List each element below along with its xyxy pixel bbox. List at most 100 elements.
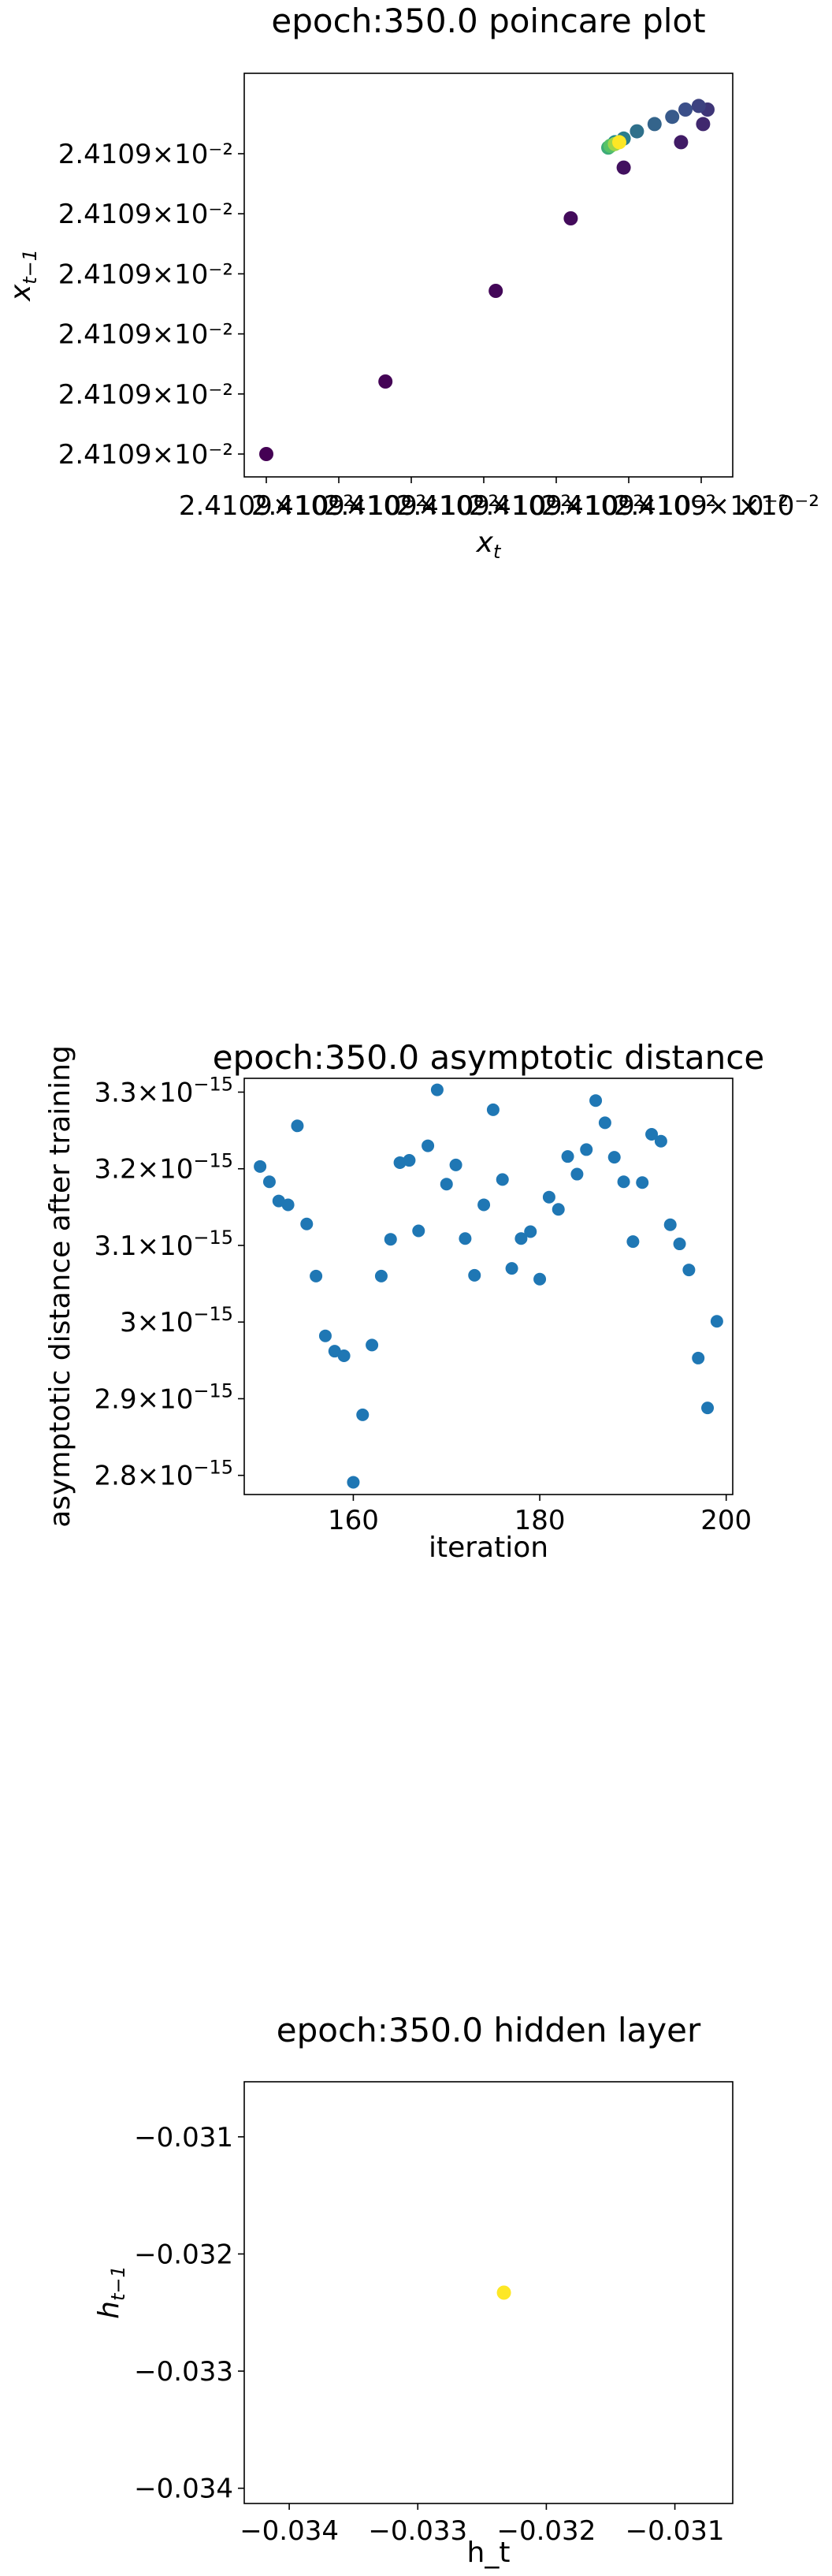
distance-xtick-label: 180 [514, 1505, 566, 1536]
poincare-point-2 [488, 284, 503, 298]
poincare-point-4 [616, 160, 631, 175]
distance-ytick-label: 3.2×10−15 [95, 1150, 233, 1186]
poincare-x-offset: ×10⁻² [738, 490, 819, 522]
poincare-ytick-label: 2.4109×10⁻² [58, 259, 233, 290]
poincare-point-0 [259, 447, 273, 461]
distance-point-174 [477, 1198, 491, 1212]
distance-point-154 [291, 1119, 304, 1133]
asymptotic-distance-y-ticks: 2.8×10−15 2.9×10−15 3×10−15 3.1×10−15 3.2×10… [95, 1074, 244, 1492]
distance-point-173 [468, 1268, 481, 1282]
hidden-ytick-label: −0.033 [134, 2356, 233, 2388]
distance-point-188 [607, 1151, 621, 1164]
distance-point-167 [412, 1224, 425, 1238]
distance-point-197 [692, 1351, 705, 1364]
poincare-point-12 [630, 124, 644, 139]
distance-point-159 [337, 1349, 351, 1362]
hidden-layer-y-ticks: −0.031 −0.032 −0.033 −0.034 [134, 2122, 244, 2505]
distance-point-192 [645, 1127, 659, 1141]
poincare-plot-xlabel: xt [476, 527, 502, 563]
hidden-point-0 [496, 2285, 511, 2300]
distance-ytick-label: 2.8×10−15 [95, 1457, 233, 1492]
distance-point-172 [459, 1232, 472, 1245]
distance-point-180 [533, 1272, 547, 1286]
distance-point-191 [636, 1176, 649, 1189]
distance-point-164 [384, 1233, 397, 1246]
hidden-xtick-label: −0.034 [240, 2515, 339, 2547]
distance-point-150 [254, 1160, 267, 1173]
poincare-point-11 [647, 117, 662, 132]
distance-point-182 [552, 1203, 565, 1216]
distance-point-176 [496, 1173, 509, 1186]
distance-point-187 [598, 1116, 611, 1130]
hidden-ytick-label: −0.034 [134, 2474, 233, 2505]
distance-point-179 [524, 1225, 537, 1238]
hidden-xtick-label: −0.033 [368, 2515, 467, 2547]
poincare-xtick-label: 2.4109×10⁻² [541, 490, 716, 522]
poincare-point-3 [563, 211, 578, 225]
distance-point-178 [514, 1232, 528, 1245]
poincare-ytick-label: 2.4109×10⁻² [58, 139, 233, 170]
distance-point-161 [356, 1408, 370, 1421]
asymptotic-distance-ylabel: asymptotic distance after training [44, 1045, 76, 1528]
poincare-xtick-label: 2.4109×10⁻² [396, 490, 571, 522]
asymptotic-distance-points [254, 1083, 723, 1489]
poincare-ytick-label: 2.4109×10⁻² [58, 439, 233, 471]
poincare-plot-ylabel: xt−1 [5, 249, 41, 302]
distance-xtick-label: 200 [700, 1505, 752, 1536]
poincare-ytick-label: 2.4109×10⁻² [58, 199, 233, 230]
distance-ytick-label: 3.1×10−15 [95, 1227, 233, 1262]
poincare-point-5 [674, 135, 689, 150]
hidden-ytick-label: −0.032 [134, 2239, 233, 2270]
poincare-plot-points [259, 99, 715, 461]
poincare-xtick-label: 2.4109×10⁻² [179, 490, 354, 522]
poincare-xtick-label: 2.4109×10⁻² [614, 490, 789, 522]
distance-ytick-label: 3.3×10−15 [95, 1074, 233, 1109]
poincare-plot-y-ticks: 2.4109×10⁻² 2.4109×10⁻² 2.4109×10⁻² 2.4109×… [58, 139, 244, 471]
asymptotic-distance-plot: epoch:350.0 asymptotic distance 2.8×10−1… [44, 1038, 764, 1564]
poincare-point-19 [612, 135, 626, 150]
distance-xtick-label: 160 [328, 1505, 379, 1536]
distance-point-190 [626, 1235, 640, 1249]
distance-point-162 [366, 1338, 379, 1352]
distance-point-198 [701, 1402, 715, 1415]
poincare-xtick-label: 2.4109×10⁻² [251, 490, 426, 522]
distance-point-163 [374, 1269, 388, 1282]
asymptotic-distance-title: epoch:350.0 asymptotic distance [213, 1038, 764, 1077]
distance-point-194 [663, 1218, 677, 1231]
poincare-plot-title: epoch:350.0 poincare plot [271, 2, 705, 40]
distance-point-155 [300, 1217, 314, 1230]
hidden-layer-frame [243, 2081, 734, 2504]
distance-point-168 [422, 1139, 435, 1152]
poincare-point-1 [378, 374, 393, 389]
hidden-layer-plot: epoch:350.0 hidden layer −0.031−0.032−0.… [93, 2011, 734, 2569]
distance-point-185 [580, 1143, 593, 1156]
distance-point-186 [589, 1094, 603, 1107]
distance-ytick-label: 3×10−15 [120, 1303, 233, 1338]
distance-point-157 [318, 1329, 332, 1342]
distance-point-177 [505, 1262, 518, 1275]
hidden-layer-ylabel: ht−1 [93, 2265, 129, 2319]
distance-point-189 [617, 1175, 630, 1189]
distance-point-169 [430, 1083, 444, 1096]
hidden-xtick-label: −0.032 [497, 2515, 596, 2547]
distance-point-196 [682, 1264, 696, 1277]
poincare-xtick-label: 2.4109×10⁻² [469, 490, 644, 522]
distance-point-193 [654, 1134, 667, 1148]
poincare-plot-frame [243, 73, 734, 478]
poincare-ytick-label: 2.4109×10⁻² [58, 319, 233, 351]
distance-point-170 [440, 1178, 453, 1191]
distance-point-151 [262, 1175, 276, 1189]
distance-point-183 [561, 1150, 574, 1163]
asymptotic-distance-frame [243, 1078, 734, 1495]
hidden-xtick-label: −0.031 [626, 2515, 725, 2547]
poincare-plot: epoch:350.0 poincare plot 2.4109×10⁻²2.4… [5, 2, 819, 563]
poincare-xtick-label: 2.4109×10⁻² [324, 490, 499, 522]
distance-point-160 [347, 1476, 360, 1489]
distance-point-171 [449, 1158, 462, 1171]
distance-point-199 [710, 1315, 723, 1328]
distance-point-175 [486, 1103, 500, 1116]
poincare-point-8 [691, 99, 706, 114]
hidden-layer-x-ticks: −0.034 −0.033 −0.032 −0.031 [240, 2503, 724, 2547]
hidden-layer-title: epoch:350.0 hidden layer [277, 2011, 701, 2049]
